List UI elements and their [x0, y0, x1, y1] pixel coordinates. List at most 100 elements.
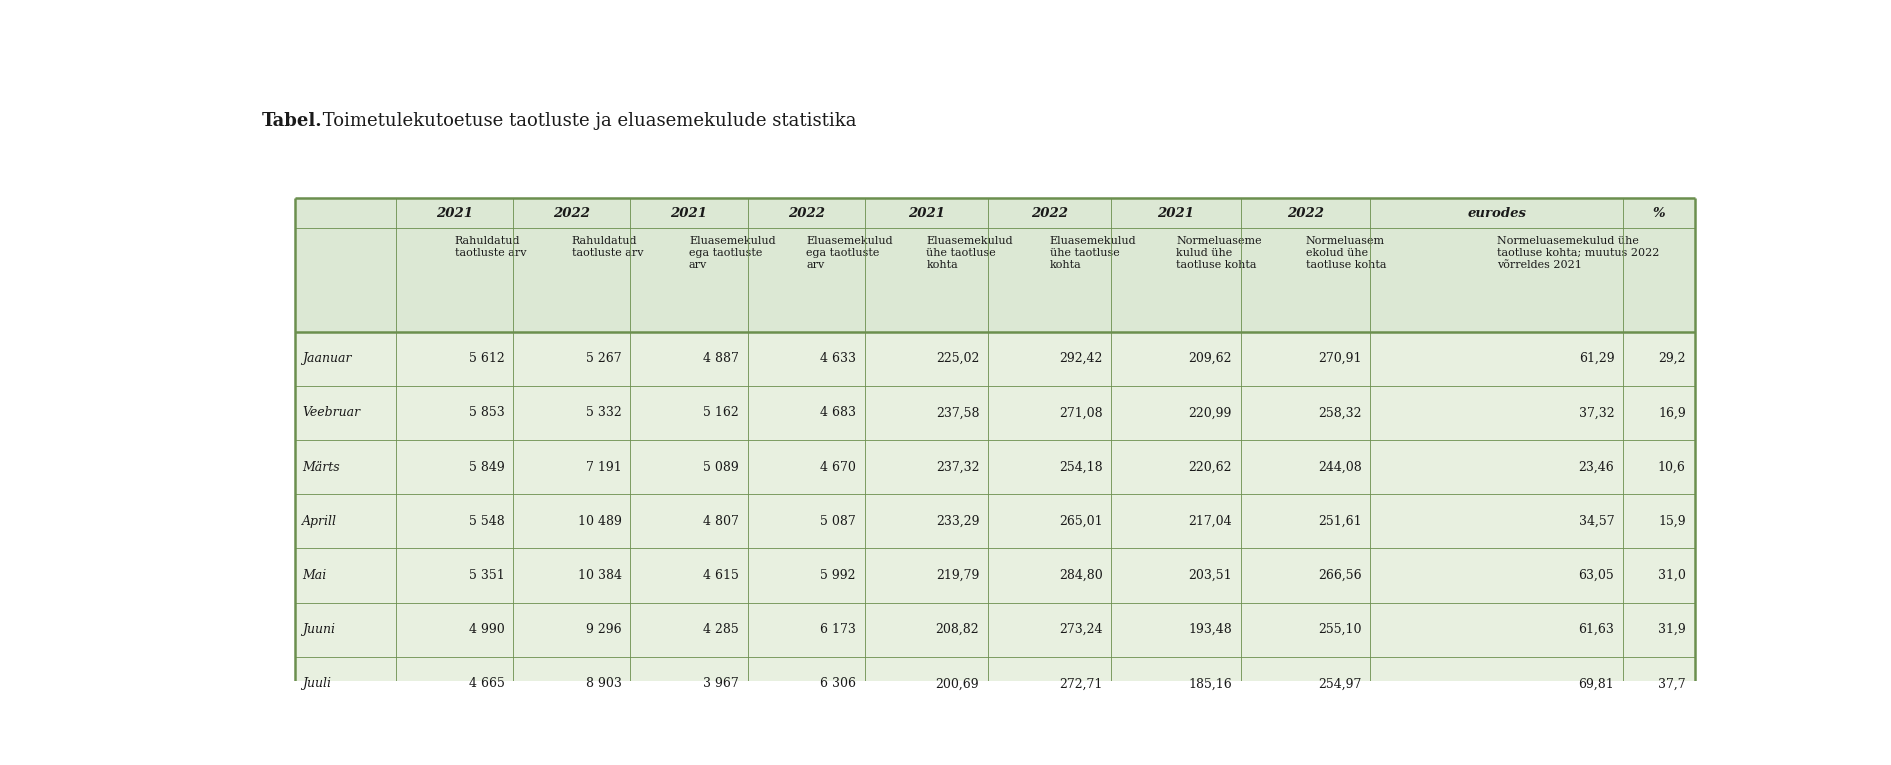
Text: 34,57: 34,57	[1579, 515, 1615, 528]
Text: Juuli: Juuli	[303, 677, 331, 690]
Text: 209,62: 209,62	[1189, 352, 1233, 365]
Text: 10,6: 10,6	[1658, 461, 1685, 474]
Text: 5 267: 5 267	[586, 352, 622, 365]
Text: 2022: 2022	[789, 207, 824, 220]
Text: 273,24: 273,24	[1059, 623, 1102, 636]
Bar	[295, 549, 1694, 603]
Text: 2022: 2022	[1288, 207, 1324, 220]
Text: 208,82: 208,82	[936, 623, 980, 636]
Text: Juuni: Juuni	[303, 623, 335, 636]
Text: 266,56: 266,56	[1318, 569, 1362, 582]
Text: 2021: 2021	[437, 207, 473, 220]
Text: Aprill: Aprill	[303, 515, 337, 528]
Text: 217,04: 217,04	[1188, 515, 1233, 528]
Text: 4 807: 4 807	[703, 515, 739, 528]
Text: 292,42: 292,42	[1059, 352, 1102, 365]
Text: Mai: Mai	[303, 569, 327, 582]
Text: 15,9: 15,9	[1658, 515, 1685, 528]
Text: %: %	[1653, 207, 1666, 220]
Text: 220,62: 220,62	[1189, 461, 1233, 474]
Bar	[295, 656, 1694, 711]
Text: 5 089: 5 089	[703, 461, 739, 474]
Text: 5 992: 5 992	[821, 569, 857, 582]
Text: 5 087: 5 087	[821, 515, 857, 528]
Bar	[295, 331, 1694, 386]
Text: 220,99: 220,99	[1189, 406, 1233, 419]
Text: 4 285: 4 285	[703, 623, 739, 636]
Text: 16,9: 16,9	[1658, 406, 1685, 419]
Text: 37,7: 37,7	[1658, 677, 1685, 690]
Text: 271,08: 271,08	[1059, 406, 1102, 419]
Text: 69,81: 69,81	[1579, 677, 1615, 690]
Text: 5 548: 5 548	[469, 515, 505, 528]
Text: Eluasemekulud
ühe taotluse
kohta: Eluasemekulud ühe taotluse kohta	[1050, 236, 1136, 270]
Text: Eluasemekulud
ega taotluste
arv: Eluasemekulud ega taotluste arv	[688, 236, 775, 270]
Text: Eluasemekulud
ühe taotluse
kohta: Eluasemekulud ühe taotluse kohta	[927, 236, 1014, 270]
Bar	[295, 440, 1694, 494]
Text: 4 670: 4 670	[821, 461, 857, 474]
Text: 63,05: 63,05	[1579, 569, 1615, 582]
Text: Jaanuar: Jaanuar	[303, 352, 352, 365]
Text: 4 887: 4 887	[703, 352, 739, 365]
Text: 23,46: 23,46	[1579, 461, 1615, 474]
Text: 265,01: 265,01	[1059, 515, 1102, 528]
Text: 5 849: 5 849	[469, 461, 505, 474]
Text: 6 173: 6 173	[821, 623, 857, 636]
Text: 2021: 2021	[1157, 207, 1195, 220]
Bar	[295, 494, 1694, 549]
Text: 237,32: 237,32	[936, 461, 980, 474]
Text: 37,32: 37,32	[1579, 406, 1615, 419]
Text: 5 853: 5 853	[469, 406, 505, 419]
Bar	[295, 386, 1694, 440]
Text: 61,63: 61,63	[1579, 623, 1615, 636]
Text: Tabel.: Tabel.	[261, 112, 321, 130]
Text: Rahuldatud
taotluste arv: Rahuldatud taotluste arv	[454, 236, 526, 258]
Text: Normeluaseme
kulud ühe
taotluse kohta: Normeluaseme kulud ühe taotluse kohta	[1176, 236, 1261, 270]
Text: 29,2: 29,2	[1658, 352, 1685, 365]
Text: 200,69: 200,69	[936, 677, 980, 690]
Text: 225,02: 225,02	[936, 352, 980, 365]
Text: Normeluasem
ekolud ühe
taotluse kohta: Normeluasem ekolud ühe taotluse kohta	[1305, 236, 1386, 270]
Text: 193,48: 193,48	[1188, 623, 1233, 636]
Text: 4 615: 4 615	[703, 569, 739, 582]
Text: 254,97: 254,97	[1318, 677, 1362, 690]
Bar	[295, 603, 1694, 656]
Text: Veebruar: Veebruar	[303, 406, 361, 419]
Text: 272,71: 272,71	[1059, 677, 1102, 690]
Text: Toimetulekutoetuse taotluste ja eluasemekulude statistika: Toimetulekutoetuse taotluste ja eluaseme…	[318, 112, 857, 130]
Text: 61,29: 61,29	[1579, 352, 1615, 365]
Text: 4 990: 4 990	[469, 623, 505, 636]
Text: 4 633: 4 633	[821, 352, 857, 365]
Text: 233,29: 233,29	[936, 515, 980, 528]
Text: 10 489: 10 489	[579, 515, 622, 528]
Text: 2022: 2022	[554, 207, 590, 220]
Text: 203,51: 203,51	[1188, 569, 1233, 582]
Text: Rahuldatud
taotluste arv: Rahuldatud taotluste arv	[571, 236, 643, 258]
Text: Eluasemekulud
ega taotluste
arv: Eluasemekulud ega taotluste arv	[806, 236, 893, 270]
Text: 2021: 2021	[671, 207, 707, 220]
Text: Märts: Märts	[303, 461, 340, 474]
Text: 284,80: 284,80	[1059, 569, 1102, 582]
Bar	[295, 198, 1694, 229]
Text: 251,61: 251,61	[1318, 515, 1362, 528]
Text: 219,79: 219,79	[936, 569, 980, 582]
Text: 5 162: 5 162	[703, 406, 739, 419]
Text: 10 384: 10 384	[577, 569, 622, 582]
Text: 31,0: 31,0	[1658, 569, 1685, 582]
Text: 6 306: 6 306	[821, 677, 857, 690]
Text: 2021: 2021	[908, 207, 946, 220]
Text: 255,10: 255,10	[1318, 623, 1362, 636]
Text: 8 903: 8 903	[586, 677, 622, 690]
Text: 2022: 2022	[1031, 207, 1068, 220]
Text: 7 191: 7 191	[586, 461, 622, 474]
Text: 258,32: 258,32	[1318, 406, 1362, 419]
Text: 185,16: 185,16	[1188, 677, 1233, 690]
Text: 31,9: 31,9	[1658, 623, 1685, 636]
Text: 270,91: 270,91	[1318, 352, 1362, 365]
Text: 4 665: 4 665	[469, 677, 505, 690]
Text: 4 683: 4 683	[821, 406, 857, 419]
Text: eurodes: eurodes	[1467, 207, 1526, 220]
Text: 3 967: 3 967	[703, 677, 739, 690]
Text: 244,08: 244,08	[1318, 461, 1362, 474]
Text: 5 332: 5 332	[586, 406, 622, 419]
